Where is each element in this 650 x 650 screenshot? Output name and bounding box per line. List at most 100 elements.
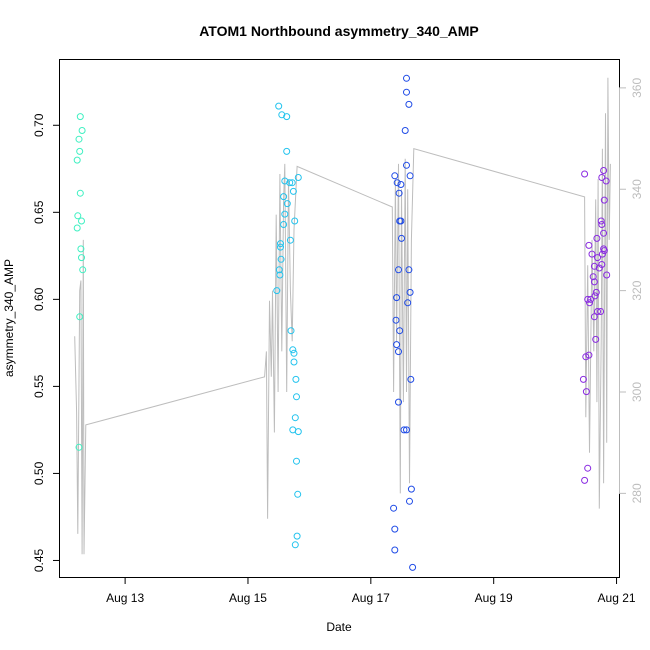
data-point — [395, 348, 402, 356]
data-point — [273, 287, 281, 295]
points-layer — [73, 74, 611, 571]
data-point — [395, 398, 402, 406]
data-point — [597, 217, 605, 225]
data-point — [76, 313, 84, 321]
data-point — [600, 229, 608, 237]
y-axis-label: asymmetry_340_AMP — [2, 259, 16, 377]
data-point — [293, 532, 301, 540]
x-axis-label: Date — [326, 620, 352, 634]
data-point — [73, 224, 81, 232]
data-point — [598, 174, 606, 181]
data-point — [281, 177, 289, 185]
data-point — [590, 262, 598, 270]
y-tick-label: 0.70 — [32, 113, 46, 137]
data-point — [397, 181, 405, 188]
y2-tick-label: 340 — [630, 179, 644, 199]
data-point — [586, 299, 593, 307]
data-point — [392, 316, 400, 324]
data-point — [277, 240, 284, 248]
data-point — [579, 375, 587, 383]
data-point — [288, 179, 296, 187]
data-point — [407, 375, 415, 383]
data-point — [600, 167, 608, 174]
data-point — [280, 193, 288, 201]
y2-tick-label: 360 — [630, 78, 644, 98]
data-point — [391, 546, 399, 554]
x-tick-label: Aug 13 — [106, 591, 144, 605]
data-point — [286, 179, 294, 187]
data-point — [406, 172, 414, 180]
data-point — [588, 250, 596, 258]
data-point — [291, 541, 299, 549]
data-point — [594, 254, 601, 262]
data-point — [584, 464, 592, 472]
data-point — [591, 292, 599, 300]
data-point — [400, 426, 408, 434]
data-point — [75, 135, 83, 143]
data-point — [287, 327, 295, 335]
data-point — [404, 299, 412, 307]
data-point — [395, 189, 403, 197]
data-point — [403, 74, 410, 82]
data-point — [79, 266, 87, 274]
data-point — [289, 187, 297, 195]
data-point — [405, 266, 413, 274]
data-point — [275, 102, 283, 110]
data-point — [391, 172, 399, 180]
data-point — [396, 327, 404, 335]
data-point — [278, 111, 286, 119]
data-point — [393, 179, 401, 187]
data-point — [587, 295, 595, 303]
y-tick-label: 0.65 — [32, 200, 46, 224]
data-point — [294, 174, 302, 181]
x-axis: Aug 13 Aug 15 Aug 17 Aug 19 Aug 21 — [106, 577, 636, 605]
y-tick-label: 0.50 — [32, 461, 46, 485]
data-point — [291, 217, 299, 225]
y-tick-label: 0.60 — [32, 287, 46, 311]
y2-tick-label: 320 — [630, 280, 644, 300]
data-point — [289, 346, 297, 354]
data-point — [592, 288, 600, 296]
data-point — [393, 341, 401, 349]
data-point — [396, 217, 404, 225]
data-point — [78, 127, 86, 134]
data-point — [277, 243, 284, 251]
y-axis: 0.45 0.50 0.55 0.60 0.65 0.70 — [32, 113, 60, 572]
data-point — [405, 100, 413, 108]
data-point — [281, 210, 289, 218]
data-point — [78, 217, 85, 225]
data-point — [598, 250, 606, 258]
data-point — [276, 271, 284, 279]
data-point — [403, 426, 410, 434]
data-point — [293, 393, 300, 401]
data-point — [603, 271, 611, 279]
plot-frame — [59, 59, 620, 578]
data-point — [585, 241, 593, 249]
data-point — [592, 335, 600, 343]
data-point — [598, 261, 606, 268]
data-point — [590, 278, 598, 286]
data-point — [590, 313, 598, 321]
data-point — [294, 490, 302, 498]
y2-tick-label: 280 — [630, 483, 644, 503]
y2-tick-label: 300 — [630, 382, 644, 402]
data-point — [283, 147, 291, 155]
data-point — [581, 476, 589, 484]
data-point — [391, 525, 399, 533]
data-point — [581, 170, 589, 178]
x-tick-label: Aug 17 — [352, 591, 390, 605]
data-point — [582, 353, 590, 361]
data-point — [393, 294, 401, 302]
data-point — [409, 563, 417, 571]
data-point — [77, 245, 85, 253]
data-point — [280, 221, 288, 228]
secondary-line-layer — [74, 77, 611, 555]
data-point — [600, 196, 608, 204]
data-point — [290, 358, 298, 366]
data-point — [76, 113, 84, 121]
data-point — [398, 234, 405, 242]
data-point — [390, 504, 398, 512]
data-point — [582, 388, 590, 396]
data-point — [275, 266, 283, 274]
